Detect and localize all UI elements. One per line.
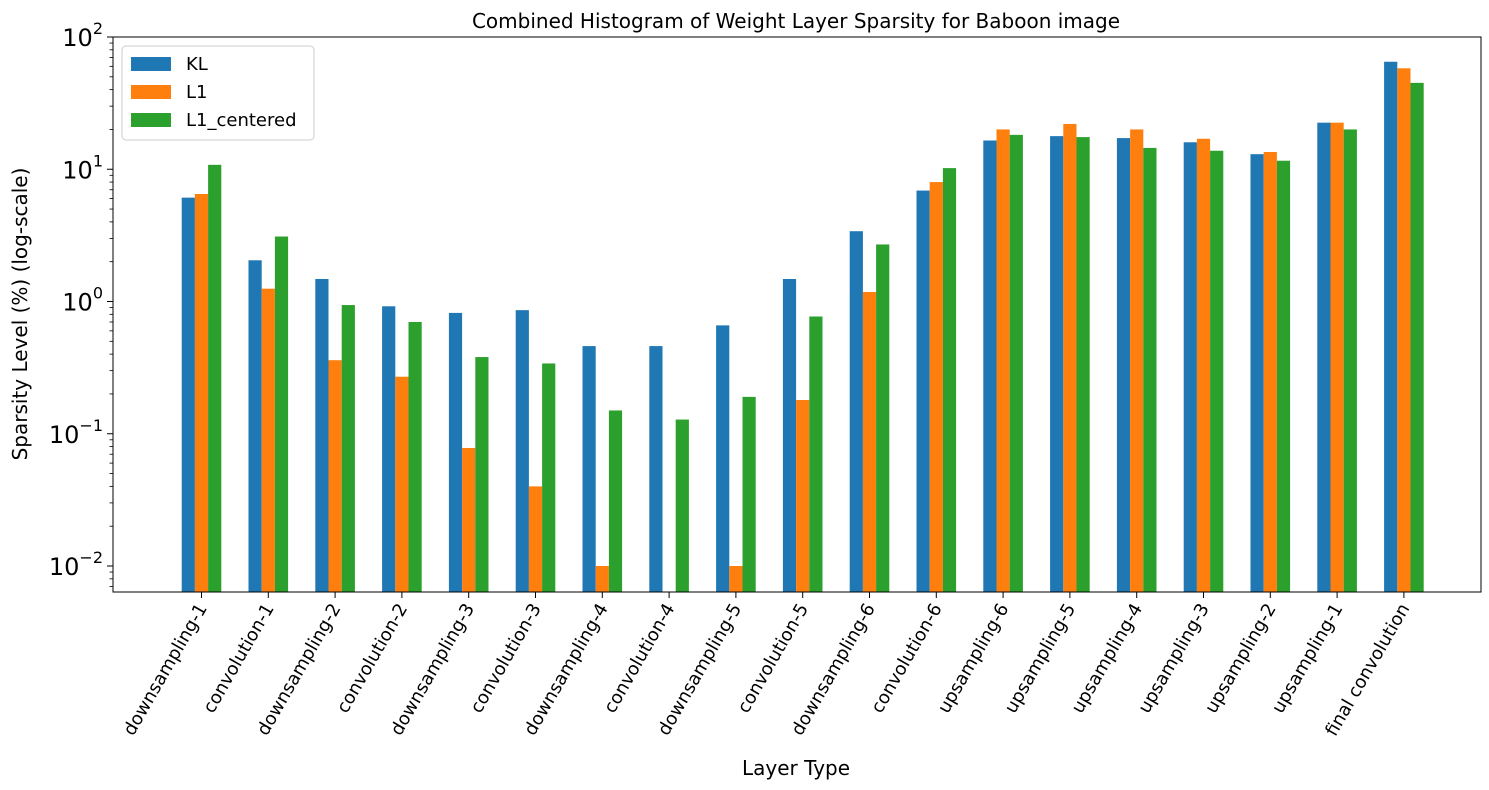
- bar-kl-6: [582, 346, 596, 592]
- bar-kl-3: [382, 306, 396, 592]
- bar-l1-centered-0: [208, 164, 222, 592]
- bar-l1-centered-14: [1143, 147, 1157, 592]
- legend-label: L1: [186, 82, 207, 103]
- bar-l1-centered-10: [876, 244, 890, 592]
- bar-l1-9: [796, 399, 810, 592]
- bar-kl-9: [782, 278, 797, 592]
- bar-kl-8: [716, 325, 730, 592]
- y-tick-label: 10−1: [49, 416, 103, 449]
- bar-kl-0: [181, 197, 195, 592]
- x-axis-label: Layer Type: [742, 756, 850, 780]
- legend: KL L1 L1_centered: [121, 45, 315, 141]
- bar-l1-17: [1330, 122, 1344, 593]
- x-tick-label: convolution-6: [867, 600, 947, 717]
- bar-l1-centered-6: [608, 410, 623, 592]
- bar-kl-5: [515, 310, 529, 592]
- x-tick-label: convolution-1: [199, 600, 279, 717]
- bars: [181, 61, 1424, 593]
- bar-kl-7: [649, 346, 663, 592]
- bar-l1-6: [595, 566, 609, 592]
- bar-kl-12: [983, 140, 997, 593]
- y-tick-base: 10: [62, 24, 93, 52]
- bar-l1-18: [1397, 68, 1411, 593]
- x-tick-label: upsampling-6: [934, 600, 1014, 717]
- bar-l1-0: [194, 193, 209, 593]
- bar-kl-10: [849, 231, 863, 592]
- bar-l1-1: [261, 288, 275, 592]
- y-axis-label: Sparsity Level (%) (log-scale): [8, 168, 32, 461]
- bar-l1-centered-17: [1343, 129, 1357, 592]
- y-tick-exponent: −2: [79, 548, 103, 567]
- y-tick-label: 100: [62, 284, 103, 317]
- bar-l1-centered-13: [1076, 137, 1090, 593]
- bar-l1-centered-18: [1410, 82, 1424, 593]
- legend-swatch-kl: [131, 57, 171, 71]
- bar-l1-2: [328, 360, 342, 592]
- chart-title: Combined Histogram of Weight Layer Spars…: [472, 9, 1120, 33]
- bar-l1-centered-15: [1210, 150, 1224, 592]
- x-tick-label: convolution-2: [333, 600, 413, 717]
- bar-kl-11: [916, 190, 930, 592]
- bar-l1-10: [862, 291, 877, 592]
- bar-kl-1: [248, 260, 262, 592]
- bar-l1-4: [462, 448, 476, 592]
- x-tick-label: upsampling-3: [1134, 600, 1214, 717]
- bar-l1-centered-2: [341, 305, 355, 592]
- bar-l1-15: [1196, 138, 1211, 592]
- y-tick-exponent: 0: [93, 284, 103, 303]
- bar-l1-14: [1130, 129, 1144, 592]
- y-tick-exponent: 1: [93, 151, 103, 170]
- bar-l1-centered-9: [809, 316, 823, 592]
- bar-l1-8: [729, 566, 743, 592]
- bar-l1-centered-3: [408, 321, 422, 592]
- y-tick-label: 102: [62, 19, 103, 52]
- legend-swatch-l1-centered: [131, 113, 171, 127]
- bar-l1-centered-8: [742, 396, 756, 592]
- bar-kl-16: [1250, 154, 1264, 592]
- y-tick-label: 101: [62, 151, 103, 184]
- y-tick-exponent: 2: [93, 19, 103, 38]
- bar-kl-18: [1384, 61, 1398, 593]
- bar-l1-centered-7: [675, 419, 689, 592]
- x-axis: downsampling-1convolution-1downsampling-…: [119, 592, 1414, 740]
- x-tick-label: upsampling-1: [1268, 600, 1348, 717]
- bar-kl-17: [1317, 122, 1331, 593]
- bar-kl-13: [1050, 136, 1064, 592]
- x-tick-label: convolution-5: [733, 600, 813, 717]
- y-tick-base: 10: [62, 156, 93, 184]
- y-tick-label: 10−2: [49, 548, 103, 581]
- y-tick-base: 10: [49, 553, 80, 581]
- legend-swatch-l1: [131, 85, 171, 99]
- bar-l1-3: [395, 376, 409, 592]
- bar-kl-4: [448, 312, 463, 592]
- x-tick-label: convolution-3: [466, 600, 546, 717]
- bar-l1-12: [996, 129, 1010, 592]
- bar-l1-13: [1063, 123, 1077, 593]
- bar-kl-15: [1183, 142, 1197, 592]
- legend-label: KL: [186, 54, 208, 75]
- bar-l1-centered-11: [942, 168, 957, 593]
- bar-l1-11: [929, 182, 943, 592]
- bar-kl-2: [315, 278, 329, 592]
- bar-l1-centered-12: [1009, 134, 1023, 593]
- bar-l1-16: [1263, 152, 1277, 592]
- legend-label: L1_centered: [186, 110, 297, 131]
- x-tick-label: downsampling-1: [119, 600, 212, 739]
- bar-l1-centered-1: [274, 236, 289, 592]
- bar-l1-centered-5: [542, 363, 556, 592]
- bar-l1-centered-16: [1276, 160, 1291, 593]
- x-tick-label: convolution-4: [600, 600, 680, 717]
- y-tick-base: 10: [62, 289, 93, 317]
- x-tick-label: upsampling-2: [1201, 600, 1281, 717]
- bar-l1-centered-4: [475, 357, 489, 592]
- x-tick-label: upsampling-4: [1067, 600, 1147, 717]
- y-tick-base: 10: [49, 421, 80, 449]
- y-tick-exponent: −1: [79, 416, 103, 435]
- x-tick-label: upsampling-5: [1001, 600, 1081, 717]
- bar-kl-14: [1116, 138, 1131, 592]
- bar-l1-5: [528, 486, 543, 592]
